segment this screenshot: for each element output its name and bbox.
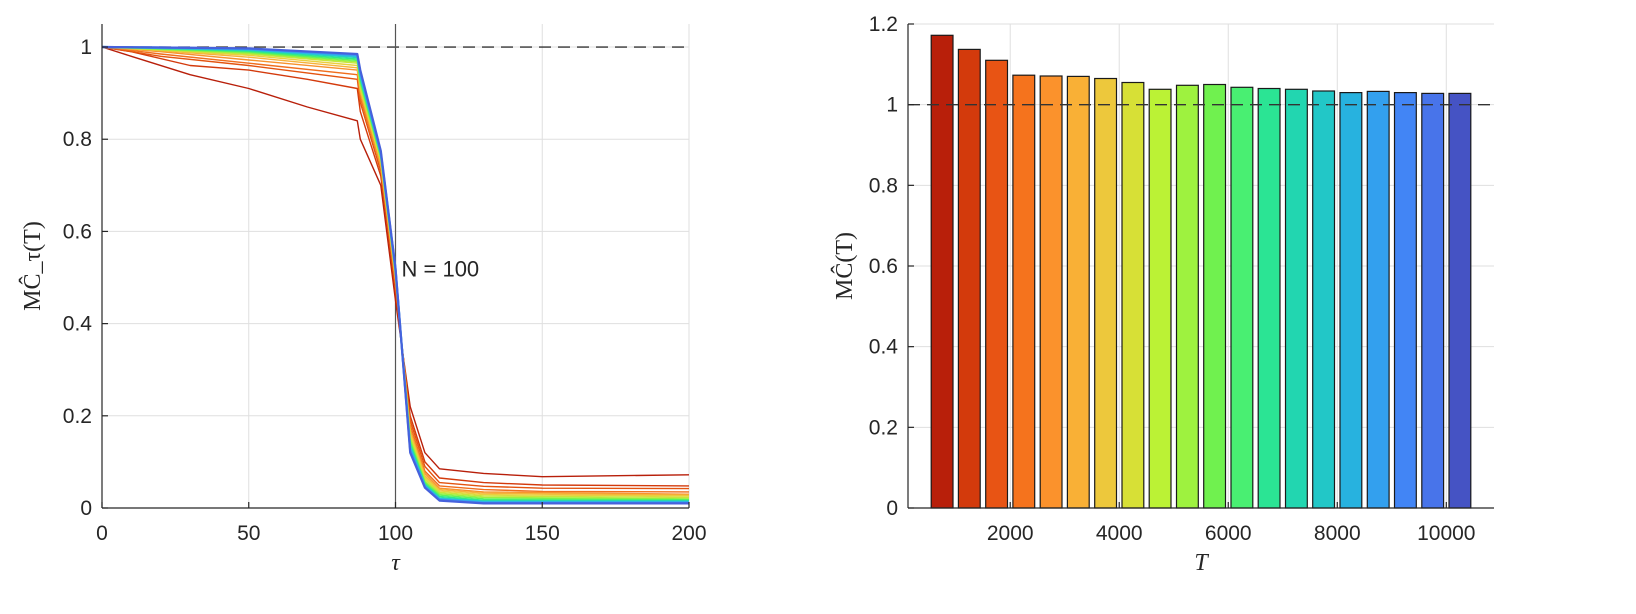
right-x-tick-label: 4000 xyxy=(1096,522,1143,545)
bar-2250 xyxy=(1012,74,1036,509)
right-y-tick-label: 1 xyxy=(886,94,898,117)
right-y-tick-label: 0.8 xyxy=(869,174,898,197)
bar-8750 xyxy=(1366,90,1390,509)
bar-3250 xyxy=(1066,75,1090,509)
bar-7750 xyxy=(1312,90,1336,509)
bar-1750 xyxy=(985,59,1009,509)
left-x-tick-label: 100 xyxy=(378,522,413,545)
right-y-axis-label: MĈ(T) xyxy=(831,232,858,300)
left-y-tick-label: 0 xyxy=(80,497,92,520)
left-y-tick-label: 1 xyxy=(80,36,92,59)
left-x-tick-label: 0 xyxy=(96,522,108,545)
right-y-tick-label: 0.4 xyxy=(869,336,899,359)
bar-9250 xyxy=(1393,91,1417,509)
right-x-tick-label: 6000 xyxy=(1205,522,1252,545)
right-y-tick-label: 0.2 xyxy=(869,416,898,439)
left-x-tick-label: 50 xyxy=(237,522,260,545)
bar-7250 xyxy=(1284,88,1308,509)
line-chart: 0 50 100 150 200 0 0.2 0.4 0.6 0.8 1 N = 100 τ MĈ… xyxy=(19,24,707,576)
series-line-15 xyxy=(101,45,689,505)
bar-750 xyxy=(930,34,954,509)
bar-4750 xyxy=(1148,88,1172,509)
bar-1250 xyxy=(957,48,981,509)
right-x-tick-label: 2000 xyxy=(987,522,1034,545)
series-line-1 xyxy=(101,46,690,478)
right-x-axis-label: T xyxy=(1194,550,1209,576)
right-y-tick-label: 0.6 xyxy=(869,255,898,278)
bar-3750 xyxy=(1094,77,1118,509)
bar-8250 xyxy=(1339,91,1363,509)
left-y-tick-label: 0.6 xyxy=(63,220,92,243)
left-x-axis-label: τ xyxy=(391,550,401,576)
right-y-tick-label: 1.2 xyxy=(869,13,898,36)
bar-5750 xyxy=(1203,83,1227,509)
left-axes xyxy=(101,24,690,509)
right-x-tick-label: 8000 xyxy=(1314,522,1361,545)
left-y-axis-label: MĈ_τ(T) xyxy=(19,221,46,311)
bar-4250 xyxy=(1121,81,1145,509)
bar-10250 xyxy=(1448,92,1472,509)
left-y-tick-labels: 0 0.2 0.4 0.6 0.8 1 xyxy=(63,36,93,520)
right-x-tick-labels: 2000 4000 6000 8000 10000 xyxy=(987,522,1476,545)
left-x-tick-labels: 0 50 100 150 200 xyxy=(96,522,706,545)
right-axes xyxy=(907,23,1494,509)
left-y-tick-label: 0.8 xyxy=(63,128,92,151)
right-bars xyxy=(930,34,1472,509)
left-series xyxy=(101,45,690,505)
bar-6750 xyxy=(1257,87,1281,509)
bar-chart: 2000 4000 6000 8000 10000 00.20.40.60.811.2 … xyxy=(831,13,1494,576)
left-x-tick-label: 200 xyxy=(671,522,706,545)
bar-2750 xyxy=(1039,75,1063,509)
right-x-tick-label: 10000 xyxy=(1417,522,1475,545)
left-x-tick-label: 150 xyxy=(525,522,560,545)
bar-6250 xyxy=(1230,86,1254,509)
right-y-tick-labels: 0 0.2 0.4 0.6 0.8 1 1.2 xyxy=(869,13,899,520)
left-y-tick-label: 0.4 xyxy=(63,313,93,336)
right-y-tick-label: 0 xyxy=(886,497,898,520)
left-y-tick-label: 0.2 xyxy=(63,405,92,428)
bar-5250 xyxy=(1175,84,1199,509)
bar-9750 xyxy=(1421,92,1445,509)
annotation-n-100: N = 100 xyxy=(402,256,480,281)
